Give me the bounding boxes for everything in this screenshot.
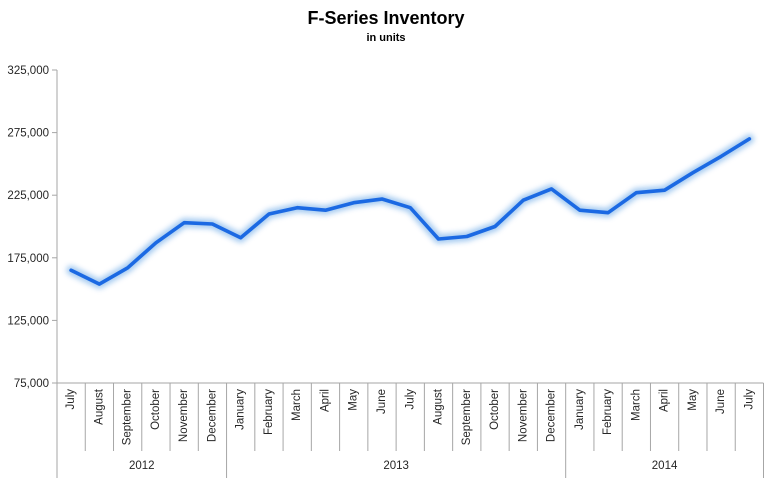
month-label: June: [715, 389, 727, 414]
month-label: March: [630, 389, 642, 421]
month-label: February: [602, 389, 614, 435]
month-label: March: [291, 389, 303, 421]
month-label: October: [150, 389, 162, 430]
y-tick-label: 175,000: [7, 253, 49, 265]
y-tick-label: 275,000: [7, 128, 49, 140]
month-label: January: [574, 389, 586, 430]
month-label: January: [235, 389, 247, 430]
month-label: August: [433, 388, 445, 425]
inventory-line: [69, 137, 752, 286]
month-label: February: [263, 389, 275, 435]
chart-subtitle: in units: [366, 32, 406, 44]
month-label: November: [178, 389, 190, 442]
month-label: June: [376, 389, 388, 414]
month-label: July: [743, 389, 755, 410]
month-label: July: [65, 389, 77, 410]
inventory-line-glow: [66, 134, 755, 289]
y-tick-label: 125,000: [7, 315, 49, 327]
month-label: September: [461, 389, 473, 445]
month-label: September: [122, 389, 134, 445]
year-label: 2012: [129, 460, 155, 472]
y-tick-label: 325,000: [7, 65, 49, 77]
month-label: July: [404, 389, 416, 410]
chart-title: F-Series Inventory: [307, 8, 465, 28]
month-label: December: [206, 389, 218, 442]
year-label: 2013: [383, 460, 409, 472]
month-label: May: [348, 389, 360, 411]
month-label: August: [93, 388, 105, 425]
y-tick-label: 75,000: [14, 378, 49, 390]
month-label: May: [687, 389, 699, 411]
month-label: October: [489, 389, 501, 430]
year-label: 2014: [652, 460, 678, 472]
month-label: April: [319, 389, 331, 412]
month-label: December: [546, 389, 558, 442]
y-tick-label: 225,000: [7, 190, 49, 202]
month-label: April: [659, 389, 671, 412]
month-label: November: [517, 389, 529, 442]
